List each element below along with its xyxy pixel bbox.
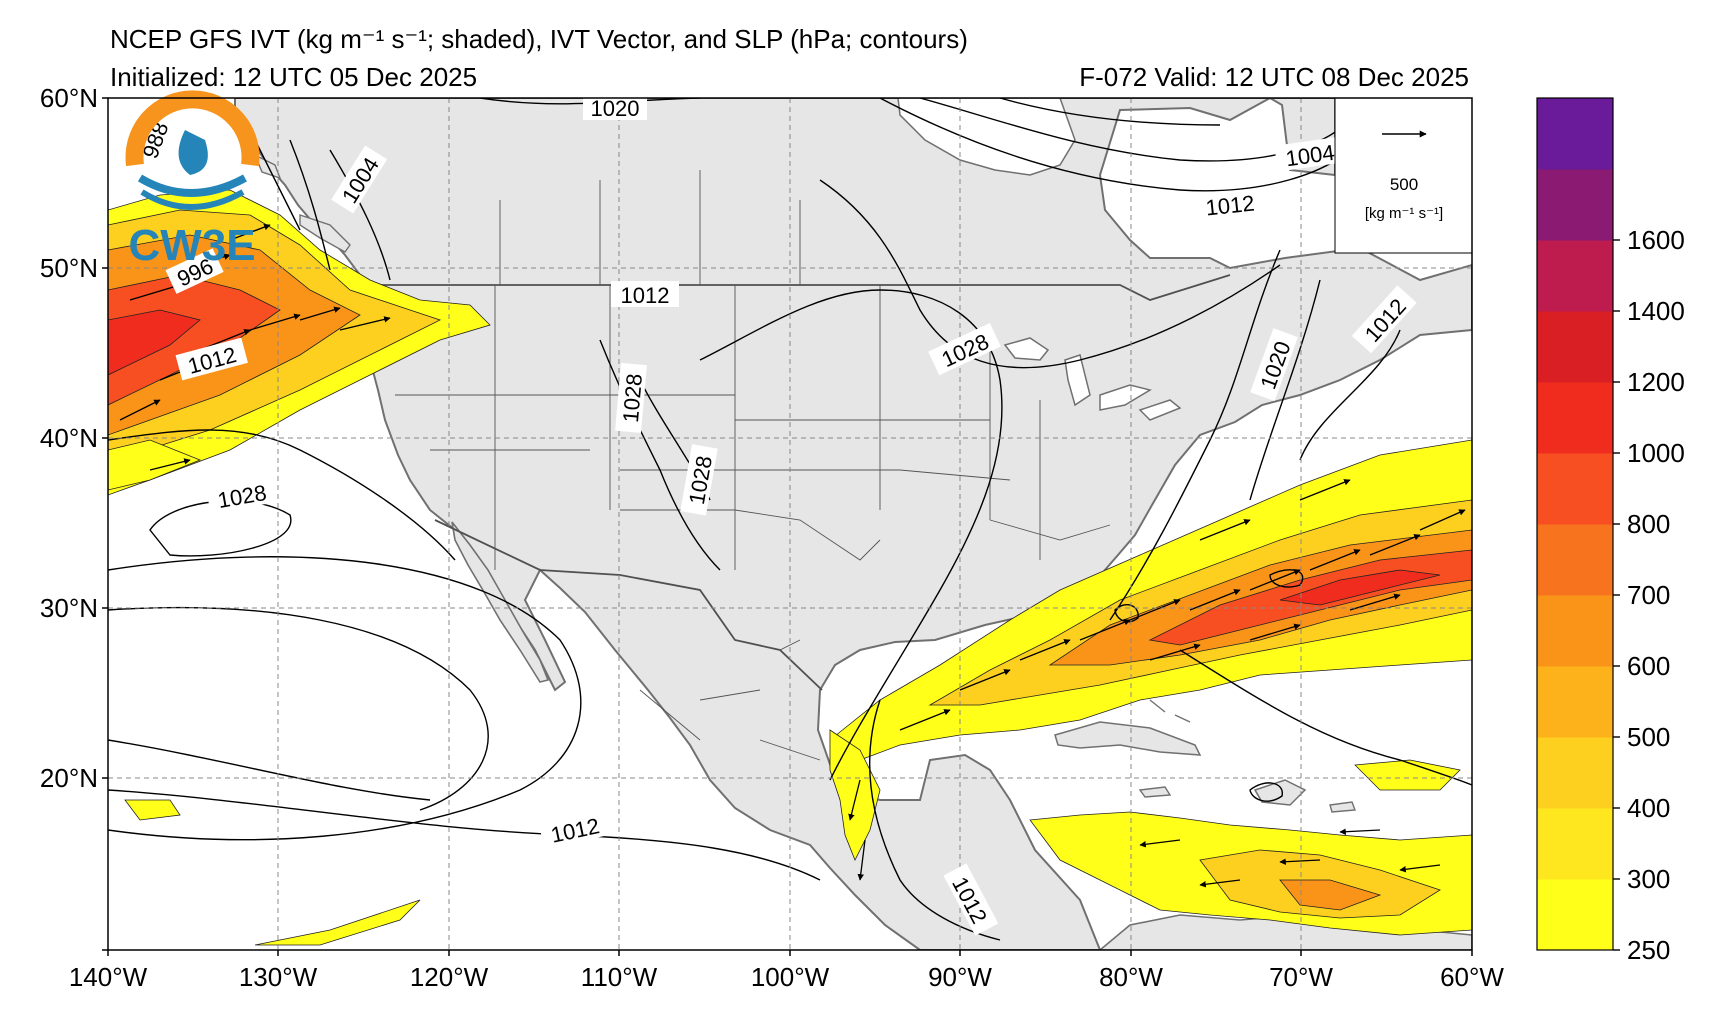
ivt-vectors [119,224,1466,888]
jamaica [1138,786,1172,798]
colorbar-segment [1537,98,1613,170]
lat-labels: 60°N 50°N 40°N 30°N 20°N [40,83,98,793]
lat-label: 20°N [40,763,98,793]
lon-label: 60°W [1440,962,1504,992]
colorbar-label: 1400 [1627,296,1685,326]
colorbar-label: 600 [1627,651,1670,681]
contour-label: 1028 [618,373,647,424]
lon-label: 110°W [581,962,658,992]
droplet-icon [178,130,208,175]
contour-label: 1012 [621,283,670,308]
vector-key-value: 500 [1390,175,1418,194]
ivt-shading-atlantic [829,439,1472,761]
colorbar-label: 1200 [1627,367,1685,397]
colorbar-segment [1537,240,1613,312]
hudson-bay [897,98,1076,176]
colorbar-segment [1537,879,1613,951]
north-america-land [234,98,1472,950]
lon-label: 120°W [410,962,489,992]
colorbar-segment [1537,382,1613,454]
cuba [1054,721,1202,756]
map-title: NCEP GFS IVT (kg m⁻¹ s⁻¹; shaded), IVT V… [110,24,968,54]
lat-label: 50°N [40,253,98,283]
lon-label: 70°W [1269,962,1333,992]
lon-label: 90°W [928,962,992,992]
colorbar-label: 400 [1627,793,1670,823]
colorbar-label: 700 [1627,580,1670,610]
valid-time: F-072 Valid: 12 UTC 08 Dec 2025 [1079,62,1469,92]
colorbar-segment [1537,169,1613,241]
contour-label: 1012 [1204,191,1255,221]
baja-peninsula [451,521,550,683]
lon-label: 100°W [751,962,830,992]
init-time: Initialized: 12 UTC 05 Dec 2025 [110,62,478,92]
lon-label: 80°W [1099,962,1163,992]
lon-label: 130°W [239,962,318,992]
bc-islands [253,153,351,253]
contour-label-group: 1020 1004 988 996 1012 1012 1028 1028 10… [133,94,1417,936]
graticule [108,98,1472,950]
ivt-colorbar: 250 300 400 500 600 700 800 1000 1200 1400 1600 [1536,97,1685,965]
colorbar-segment [1537,737,1613,809]
country-borders [370,274,1231,691]
colorbar-label: 1600 [1627,225,1685,255]
lon-labels: 140°W 130°W 120°W 110°W 100°W 90°W 80°W … [69,962,1505,992]
lat-label: 30°N [40,593,98,623]
colorbar-label: 300 [1627,864,1670,894]
logo-text: CW3E [128,221,255,270]
colorbar-segment [1537,311,1613,383]
contour-label: 1020 [591,96,640,121]
puerto-rico [1329,801,1356,813]
colorbar-segment [1537,666,1613,738]
colorbar-segment [1537,524,1613,596]
lat-label: 40°N [40,423,98,453]
great-lakes [1003,337,1182,421]
colorbar-label: 800 [1627,509,1670,539]
colorbar-segment [1537,453,1613,525]
colorbar-label: 1000 [1627,438,1685,468]
colorbar-segment [1537,808,1613,880]
axis-ticks [102,97,1473,956]
colorbar-label: 500 [1627,722,1670,752]
colorbar-label: 250 [1627,935,1670,965]
colorbar-segment [1537,595,1613,667]
lon-label: 140°W [69,962,148,992]
vector-key-box: 500 [kg m⁻¹ s⁻¹] [1334,97,1473,254]
lat-label: 60°N [40,83,98,113]
cw3e-logo: CW3E [125,90,260,270]
vector-key-units: [kg m⁻¹ s⁻¹] [1365,205,1443,222]
slp-contours [108,98,1472,941]
